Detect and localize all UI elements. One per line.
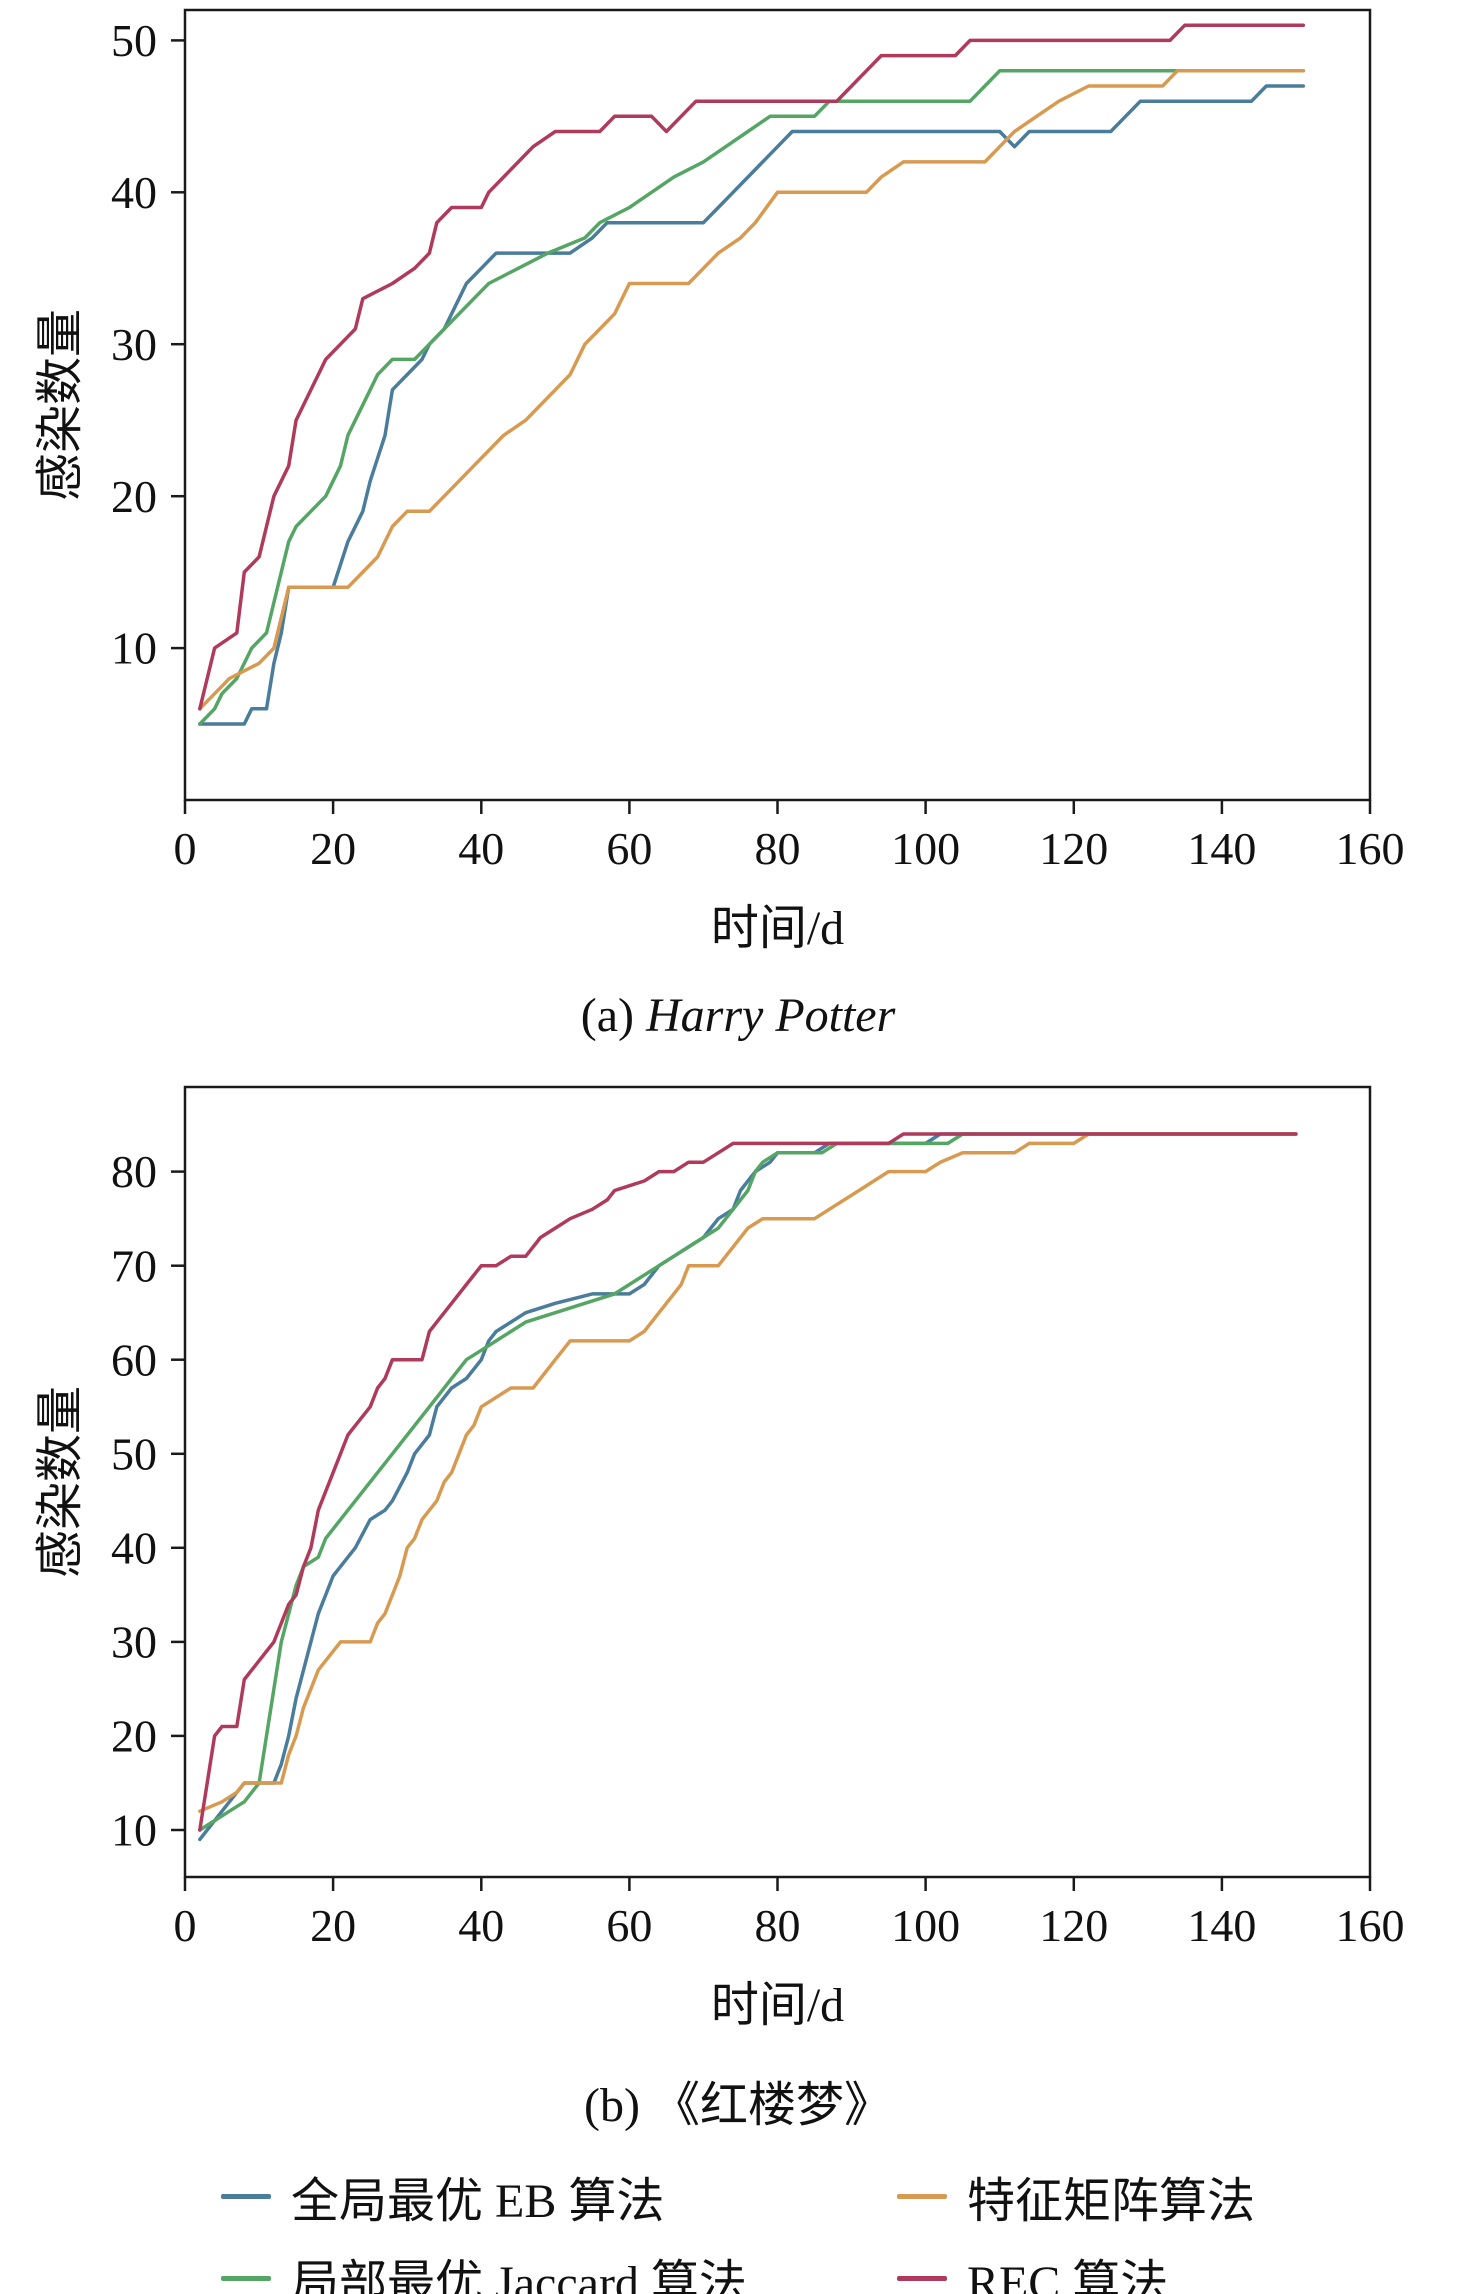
- x-tick-label: 0: [174, 1900, 197, 1951]
- y-tick-label: 70: [111, 1240, 157, 1291]
- y-tick-label: 10: [111, 1805, 157, 1856]
- x-tick-label: 100: [891, 1900, 960, 1951]
- x-tick-label: 0: [174, 823, 197, 874]
- y-tick-label: 50: [111, 15, 157, 66]
- y-tick-label: 20: [111, 1711, 157, 1762]
- y-tick-label: 60: [111, 1334, 157, 1385]
- legend-item-rec: REC 算法: [896, 2243, 1169, 2294]
- x-tick-label: 80: [755, 823, 801, 874]
- y-tick-label: 40: [111, 167, 157, 218]
- legend-label-rec: REC 算法: [966, 2257, 1169, 2294]
- legend-label-eb: 全局最优 EB 算法: [291, 2175, 665, 2228]
- series-line-feature: [198, 69, 1306, 711]
- caption-b: (b) 《红楼梦》: [584, 2079, 892, 2132]
- legend-label-feature: 特征矩阵算法: [966, 2175, 1255, 2228]
- legend: 全局最优 EB 算法 特征矩阵算法 局部最优 Jaccard 算法 REC 算法: [0, 2161, 1476, 2294]
- x-tick-label: 140: [1187, 823, 1256, 874]
- legend-marker-feature: [896, 2193, 947, 2199]
- x-tick-label: 80: [755, 1900, 801, 1951]
- chart-b: 0 20 40 60 80 100 120 140 160 10 20 30 40 50 60 70 80 感染数…: [34, 1085, 1405, 1951]
- x-tick-label: 120: [1039, 823, 1108, 874]
- figure-a: 0 20 40 60 80 100 120 140 160 10 20 30 40 50 感染数量 时间/d…: [0, 0, 1476, 1043]
- series-line-eb: [198, 1132, 1298, 1842]
- y-tick-label: 80: [111, 1146, 157, 1197]
- y-tick-label: 10: [111, 623, 157, 674]
- x-tick-label: 20: [310, 1900, 356, 1951]
- x-tick-label: 60: [606, 823, 652, 874]
- y-tick-label: 30: [111, 1617, 157, 1668]
- caption-a-prefix: (a): [580, 989, 646, 1042]
- legend-item-eb: 全局最优 EB 算法: [221, 2161, 664, 2231]
- x-tick-label: 20: [310, 823, 356, 874]
- y-axis-label: 感染数量: [34, 1386, 87, 1578]
- y-tick-label: 20: [111, 471, 157, 522]
- x-tick-label: 160: [1336, 823, 1405, 874]
- series-line-jaccard: [198, 1132, 1298, 1832]
- x-tick-label: 40: [458, 823, 504, 874]
- chart-a: 0 20 40 60 80 100 120 140 160 10 20 30 40 50 感染数量: [34, 8, 1405, 874]
- x-tick-label: 140: [1187, 1900, 1256, 1951]
- y-tick-label: 50: [111, 1428, 157, 1479]
- legend-marker-eb: [221, 2193, 272, 2199]
- plot-frame: [183, 8, 1372, 802]
- x-tick-label: 60: [606, 1900, 652, 1951]
- y-tick-label: 30: [111, 319, 157, 370]
- x-tick-label: 120: [1039, 1900, 1108, 1951]
- legend-item-jaccard: 局部最优 Jaccard 算法: [221, 2243, 747, 2294]
- legend-item-feature: 特征矩阵算法: [896, 2161, 1255, 2231]
- figure-b: 0 20 40 60 80 100 120 140 160 10 20 30 40 50 60 70 80 感染数…: [0, 1077, 1476, 2135]
- caption-a: (a) Harry Potter: [0, 988, 1476, 1043]
- x-tick-label: 40: [458, 1900, 504, 1951]
- x-tick-label: 160: [1336, 1900, 1405, 1951]
- series-line-rec: [198, 23, 1306, 711]
- series-line-feature: [198, 1132, 1298, 1813]
- series-line-rec: [198, 1132, 1298, 1832]
- series-line-jaccard: [198, 69, 1306, 726]
- x-axis-label-b: 时间/d: [710, 1979, 845, 2032]
- y-axis-label: 感染数量: [34, 309, 87, 501]
- x-axis-label-a: 时间/d: [710, 902, 845, 955]
- y-tick-label: 40: [111, 1522, 157, 1573]
- x-tick-label: 100: [891, 823, 960, 874]
- legend-label-jaccard: 局部最优 Jaccard 算法: [291, 2257, 747, 2294]
- caption-a-title: Harry Potter: [645, 989, 896, 1042]
- plot-frame: [183, 1085, 1372, 1879]
- legend-marker-jaccard: [221, 2275, 272, 2281]
- legend-marker-rec: [896, 2275, 947, 2281]
